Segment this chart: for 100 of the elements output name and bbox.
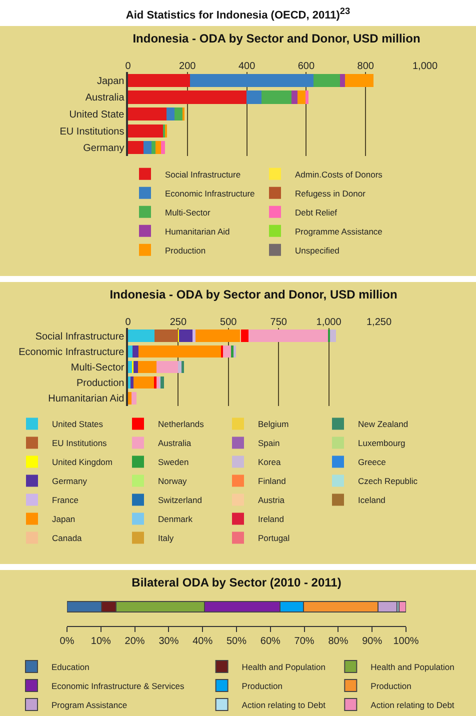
legend-label: Korea [258,456,281,467]
bar [292,90,298,104]
y-tick-label: United State [69,109,125,120]
legend-label: Portugal [258,532,290,543]
legend-label: New Zealand [358,418,408,429]
bar [134,360,138,373]
legend-label: Spain [258,438,280,448]
bar [306,90,308,104]
legend-label: Denmark [158,514,194,524]
legend-label: United Kingdom [52,456,112,467]
legend-label: Unspecified [295,244,340,255]
bar [192,329,196,342]
bar [340,74,345,87]
x-tick-label: 0 [125,316,132,328]
bar [128,376,131,388]
bar [166,107,175,120]
bar [128,344,132,358]
legend-label: Switzerland [158,494,202,505]
legend-label: Japan [52,514,76,524]
legend-label: Iceland [358,494,386,505]
bar [233,344,236,358]
bar [128,90,246,104]
y-tick-label: Australia [85,92,125,104]
bar [128,74,190,87]
legend-label: Action relating to Debt [370,699,455,710]
x-tick-label: 0% [60,636,74,647]
legend-label: Canada [52,532,82,543]
bar [241,329,248,342]
bar [151,140,156,154]
bar [128,140,144,154]
x-tick-label: 600 [298,60,315,72]
legend-label: Education [51,661,90,672]
legend-label: Multi-Sector [165,206,211,217]
legend-label: Economic Infrastructure & Services [51,680,184,690]
x-tick-label: 1,250 [366,316,392,328]
bar [138,344,221,358]
legend-label: Greece [358,456,386,467]
x-tick-label: 30% [158,636,179,647]
bar [179,329,193,342]
chart-title: Indonesia - ODA by Sector and Donor, USD million [110,287,398,302]
chart-subtitle: Indonesia - ODA by Sector and Donor, USD million [132,31,420,46]
legend-label: Health and Population [242,661,326,672]
bar [131,392,136,404]
y-tick-label: Humanitarian Aid [48,393,124,404]
legend-label: Sweden [158,456,189,467]
x-tick-label: 0 [125,60,132,72]
x-tick-label: 750 [270,316,288,328]
y-tick-label: Economic Infrastructure [18,346,125,358]
x-tick-label: 90% [362,636,382,647]
x-tick-label: 200 [179,60,196,72]
legend-label: Social Infrastructure [165,168,241,179]
bar [246,90,262,104]
x-tick-label: 70% [294,636,314,647]
y-tick-label: Japan [97,76,124,87]
legend-label: Program Assistance [51,699,128,710]
legend-label: Italy [158,532,174,543]
legend-label: Action relating to Debt [242,699,326,710]
bar [128,107,166,120]
bar [132,344,139,358]
legend-label: Production [165,244,206,255]
x-tick-label: 1,000 [412,60,438,72]
legend-label: Production [370,680,412,690]
legend-label: France [52,494,79,505]
x-tick-label: 60% [260,636,281,647]
x-tick-label: 400 [238,60,256,72]
legend-label: Health and Population [370,661,455,672]
chart-title: Aid Statistics for Indonesia (OECD, 2011)$^{23}$ [124,5,352,24]
bar [134,376,155,388]
legend-label: Economic Infrastructure [165,188,256,198]
legend-label: Programme Assistance [295,226,383,236]
legend-label: Belgium [258,418,289,429]
legend-label: Humanitarian Aid [165,226,230,236]
bar [160,376,164,388]
bar [178,360,182,373]
legend-label: Netherlands [158,418,204,429]
bar [190,74,314,87]
x-tick-label: 500 [220,316,238,328]
bar [298,90,306,104]
legend-label: Austria [258,494,285,505]
legend-label: Admin.Costs of Donors [295,168,382,179]
y-tick-label: EU Institutions [60,126,124,137]
x-tick-label: 800 [357,60,374,72]
legend-label: United States [52,418,104,429]
bar [160,140,165,154]
bar [144,140,152,154]
legend-label: Norway [158,476,188,486]
legend-label: Debt Relief [295,206,338,217]
legend-label: Czech Republic [358,476,418,486]
bar [330,329,336,342]
chart-title: Bilateral ODA by Sector (2010 - 2011) [132,575,342,590]
bar [313,74,340,87]
bar [248,329,328,342]
x-tick-label: 20% [124,636,145,647]
bar [156,360,178,373]
y-tick-label: Germany [83,142,124,154]
bar [398,600,406,612]
x-tick-label: 1,000 [316,316,342,328]
bar [128,329,155,342]
legend-label: Luxembourg [358,438,406,448]
x-tick-label: 80% [328,636,348,647]
